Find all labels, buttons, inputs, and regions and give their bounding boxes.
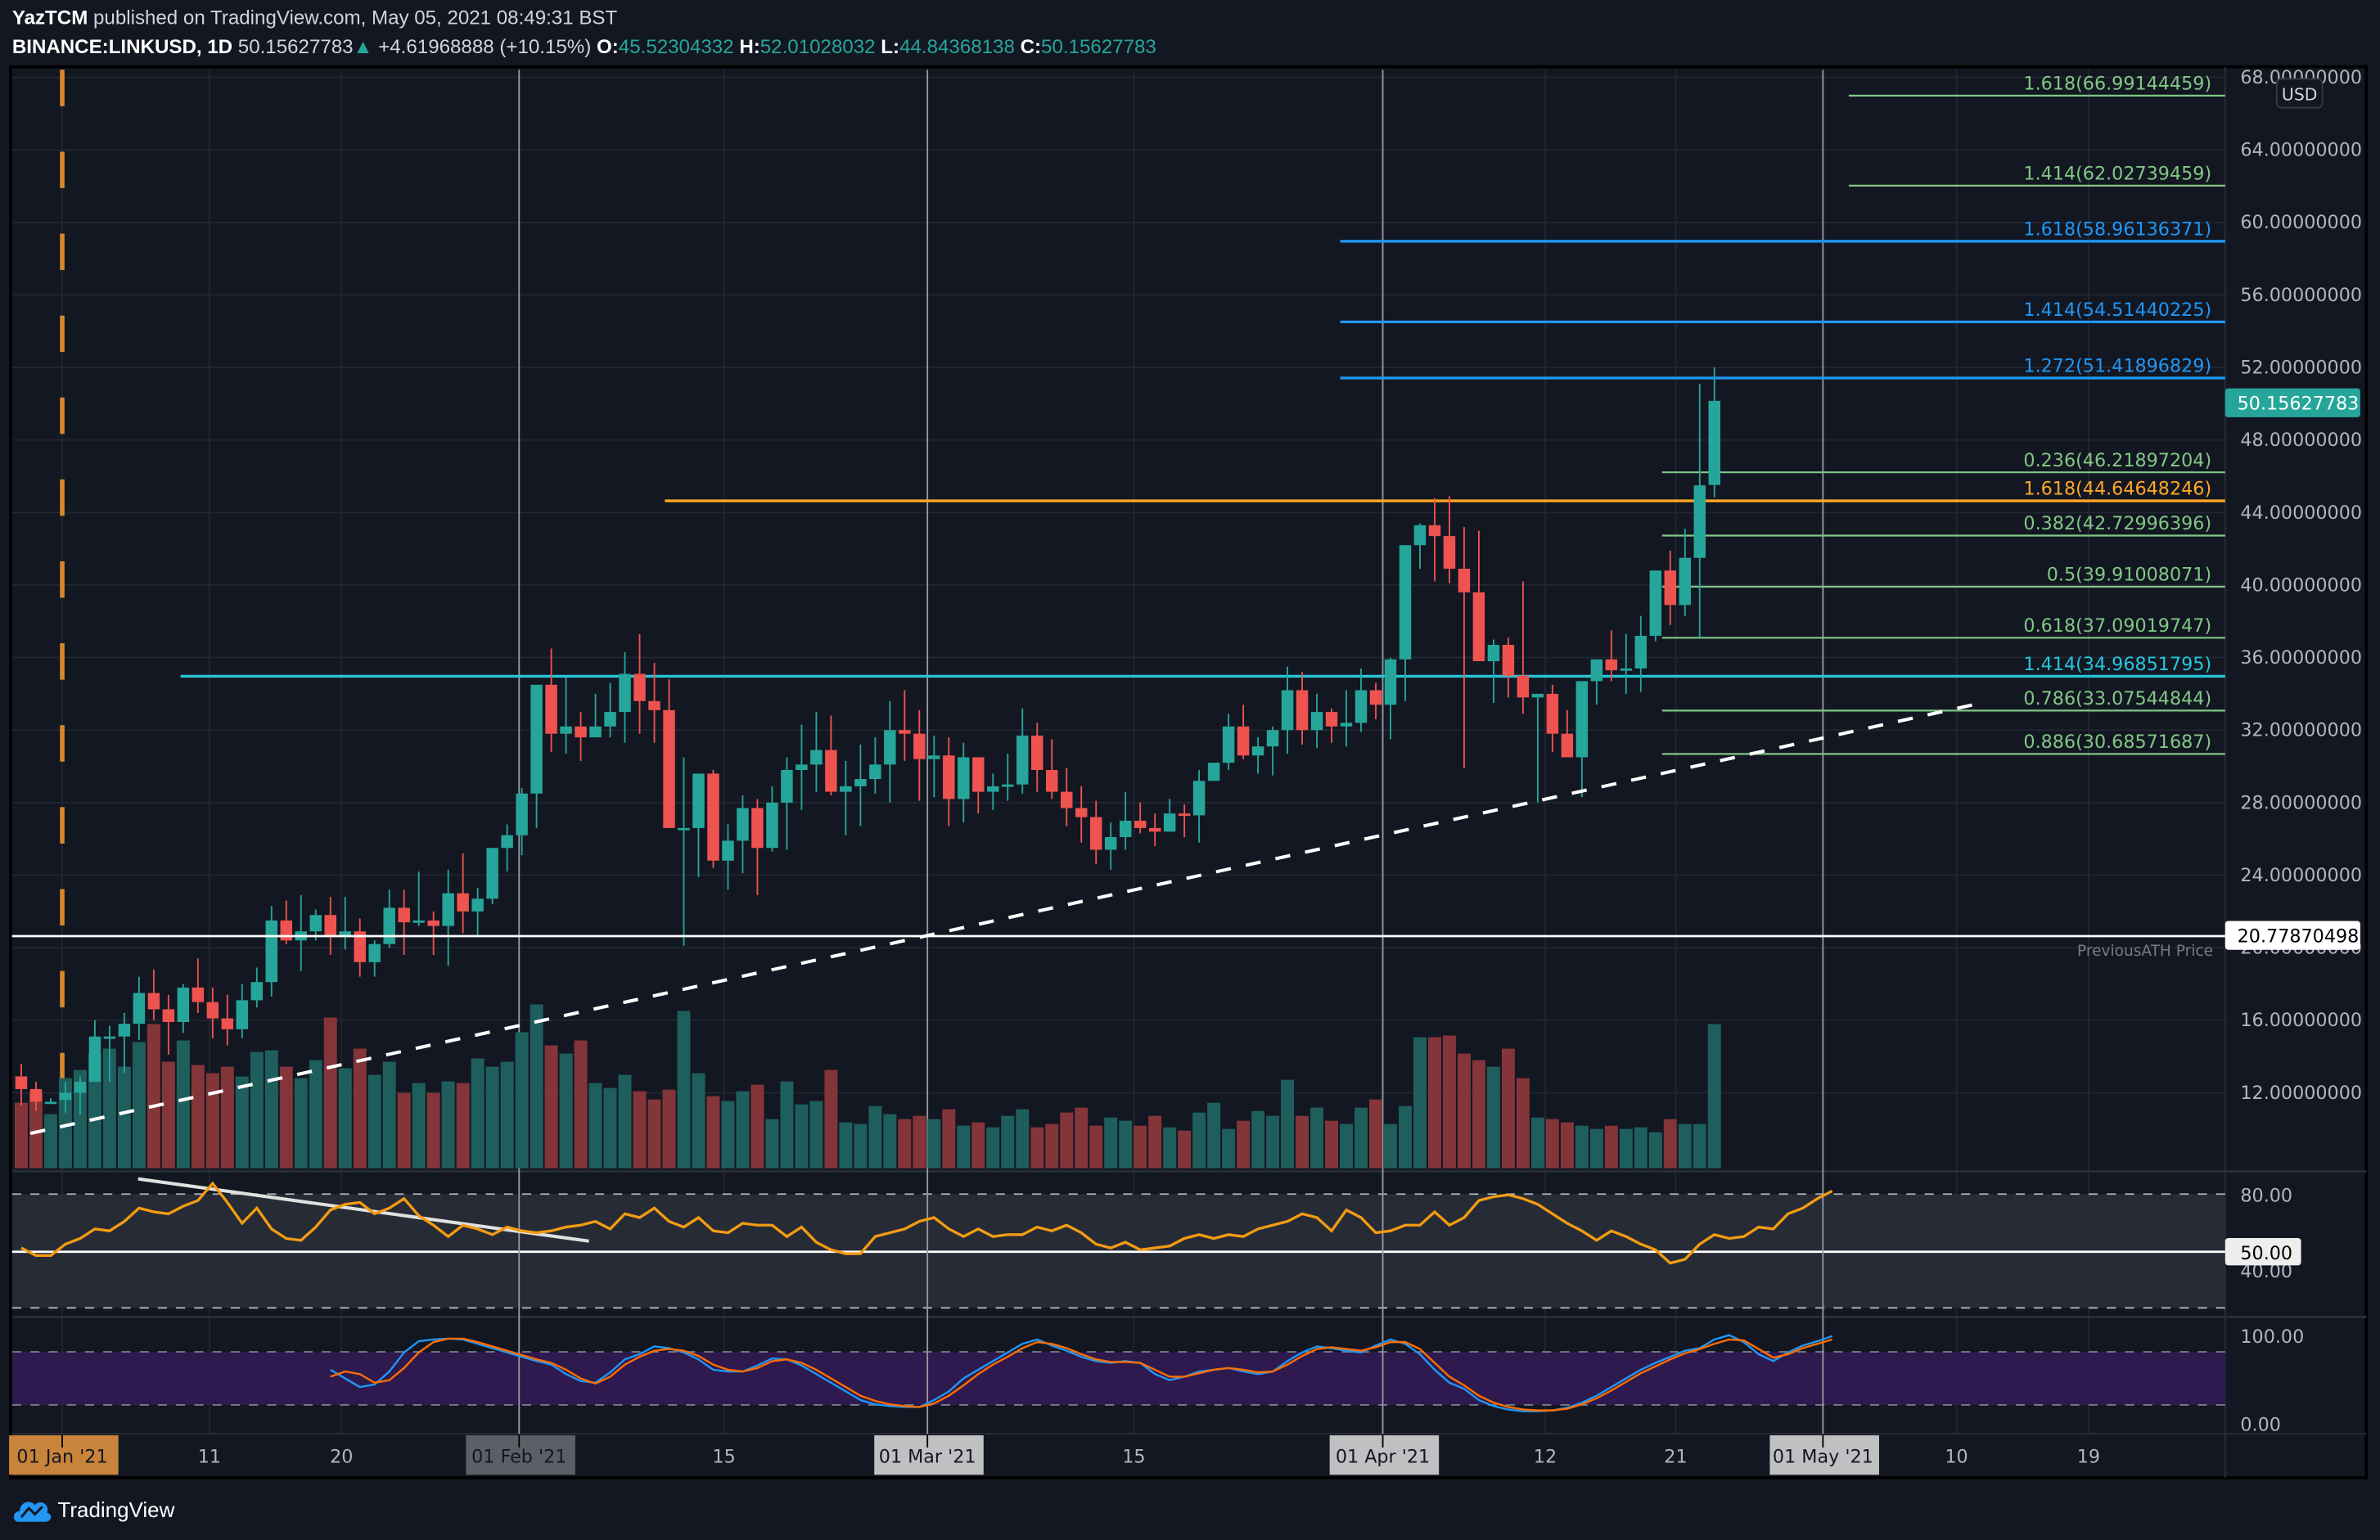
change-arrow-icon: ▲ bbox=[353, 34, 373, 58]
ath-line-label: PreviousATH Price bbox=[2077, 943, 2213, 960]
close-value: 50.15627783 bbox=[1041, 34, 1156, 58]
time-label-highlight bbox=[466, 1435, 575, 1475]
last-price: 50.15627783 bbox=[237, 34, 354, 58]
price-tick: 28.00000000 bbox=[2240, 792, 2362, 813]
fib-levels[interactable]: 1.618(66.99144459) 1.414(62.02739459) 1.61… bbox=[180, 73, 2225, 755]
volume-bars bbox=[14, 1004, 1721, 1169]
ath-price-tag bbox=[2224, 921, 2360, 950]
low-value: 44.84368138 bbox=[899, 34, 1015, 58]
open-value: 45.52304332 bbox=[618, 34, 734, 58]
time-label: 10 bbox=[1945, 1446, 1968, 1467]
fib-label: 1.414(54.51440225) bbox=[2023, 299, 2211, 321]
high-value: 52.01028032 bbox=[760, 34, 876, 58]
time-label-highlight bbox=[1769, 1435, 1879, 1475]
symbol-legend: BINANCE:LINKUSD, 1D 50.15627783▲ +4.6196… bbox=[12, 35, 1156, 58]
time-label: 15 bbox=[712, 1446, 735, 1467]
fib-label: 0.382(42.72996396) bbox=[2023, 513, 2211, 534]
fib-label: 1.618(44.64648246) bbox=[2023, 479, 2211, 500]
month-marker-lines bbox=[518, 70, 1824, 1434]
last-price-tag-text: 50.15627783 bbox=[2238, 394, 2360, 415]
currency-badge[interactable] bbox=[2275, 78, 2324, 109]
time-label-highlight bbox=[9, 1435, 119, 1475]
time-label: 01 Jan '21 bbox=[16, 1446, 107, 1467]
fib-label: 1.618(66.99144459) bbox=[2023, 73, 2211, 94]
author-name[interactable]: YazTCM bbox=[11, 6, 88, 29]
price-tick: 12.00000000 bbox=[2240, 1083, 2362, 1104]
fib-label: 0.786(33.07544844) bbox=[2023, 688, 2211, 709]
time-axis[interactable]: 01 Jan '21 11 20 01 Feb '21 15 01 Mar '21 15 01… bbox=[9, 1435, 2100, 1475]
rsi-tick-80: 80.00 bbox=[2240, 1186, 2292, 1207]
publish-info: YazTCM published on TradingView.com, May… bbox=[12, 6, 617, 29]
rsi-mid-tag bbox=[2224, 1238, 2301, 1266]
close-label: C: bbox=[1020, 34, 1042, 58]
time-label: 15 bbox=[1122, 1446, 1145, 1467]
price-tick: 48.00000000 bbox=[2240, 430, 2362, 451]
stoch-k-line bbox=[330, 1334, 1833, 1412]
candlesticks bbox=[15, 367, 1720, 1114]
time-label: 01 Apr '21 bbox=[1336, 1446, 1430, 1467]
fib-label: 0.618(37.09019747) bbox=[2023, 615, 2211, 637]
symbol-name[interactable]: BINANCE:LINKUSD, 1D bbox=[11, 34, 233, 58]
price-tick: 56.00000000 bbox=[2240, 285, 2362, 306]
fib-label: 1.618(58.96136371) bbox=[2023, 218, 2211, 240]
currency-label: USD bbox=[2282, 84, 2318, 104]
last-price-tag bbox=[2224, 388, 2360, 417]
time-label: 21 bbox=[1664, 1446, 1687, 1467]
price-tick: 60.00000000 bbox=[2240, 212, 2362, 233]
rsi-line bbox=[20, 1181, 1833, 1265]
fib-label: 0.886(30.68571687) bbox=[2023, 732, 2211, 753]
brand-name: TradingView bbox=[57, 1497, 175, 1522]
tradingview-cloud-icon bbox=[13, 1502, 52, 1522]
fib-label: 1.272(51.41896829) bbox=[2023, 356, 2211, 377]
time-label-highlight bbox=[874, 1435, 984, 1475]
price-tick: 24.00000000 bbox=[2240, 865, 2362, 886]
price-tick: 36.00000000 bbox=[2240, 647, 2362, 669]
time-label-highlight bbox=[1329, 1435, 1440, 1475]
time-label: 11 bbox=[198, 1446, 221, 1467]
rsi-trendline[interactable] bbox=[137, 1177, 589, 1243]
price-tick: 44.00000000 bbox=[2240, 502, 2362, 524]
fib-label: 0.5(39.91008071) bbox=[2047, 565, 2211, 586]
fib-label: 0.236(46.21897204) bbox=[2023, 450, 2211, 471]
fib-label: 1.414(34.96851795) bbox=[2023, 654, 2211, 675]
publish-text: published on TradingView.com, May 05, 20… bbox=[92, 6, 618, 29]
price-tick: 32.00000000 bbox=[2240, 720, 2362, 741]
time-label: 20 bbox=[330, 1446, 353, 1467]
time-label: 01 May '21 bbox=[1773, 1446, 1873, 1467]
chart-frame bbox=[9, 65, 2369, 1479]
stoch-tick-100: 100.00 bbox=[2240, 1326, 2304, 1348]
price-tick: 64.00000000 bbox=[2240, 140, 2362, 161]
price-tick: 16.00000000 bbox=[2240, 1010, 2362, 1031]
price-tick: 52.00000000 bbox=[2240, 358, 2362, 379]
fib-label: 1.414(62.02739459) bbox=[2023, 163, 2211, 184]
price-tick: 40.00000000 bbox=[2240, 574, 2362, 596]
rsi-mid-tag-text: 50.00 bbox=[2240, 1243, 2292, 1264]
time-label: 01 Feb '21 bbox=[471, 1446, 566, 1467]
low-label: L: bbox=[881, 34, 900, 58]
price-change: +4.61968888 (+10.15%) bbox=[378, 34, 592, 58]
time-label: 01 Mar '21 bbox=[879, 1446, 976, 1467]
stoch-tick-0: 0.00 bbox=[2240, 1415, 2281, 1436]
time-label: 12 bbox=[1534, 1446, 1557, 1467]
time-label: 19 bbox=[2077, 1446, 2100, 1467]
stoch-d-line bbox=[330, 1337, 1833, 1412]
ath-price-tag-text: 20.77870498 bbox=[2238, 925, 2360, 947]
high-label: H: bbox=[739, 34, 760, 58]
open-label: O: bbox=[596, 34, 619, 58]
tradingview-logo[interactable]: TradingView bbox=[12, 1494, 175, 1524]
